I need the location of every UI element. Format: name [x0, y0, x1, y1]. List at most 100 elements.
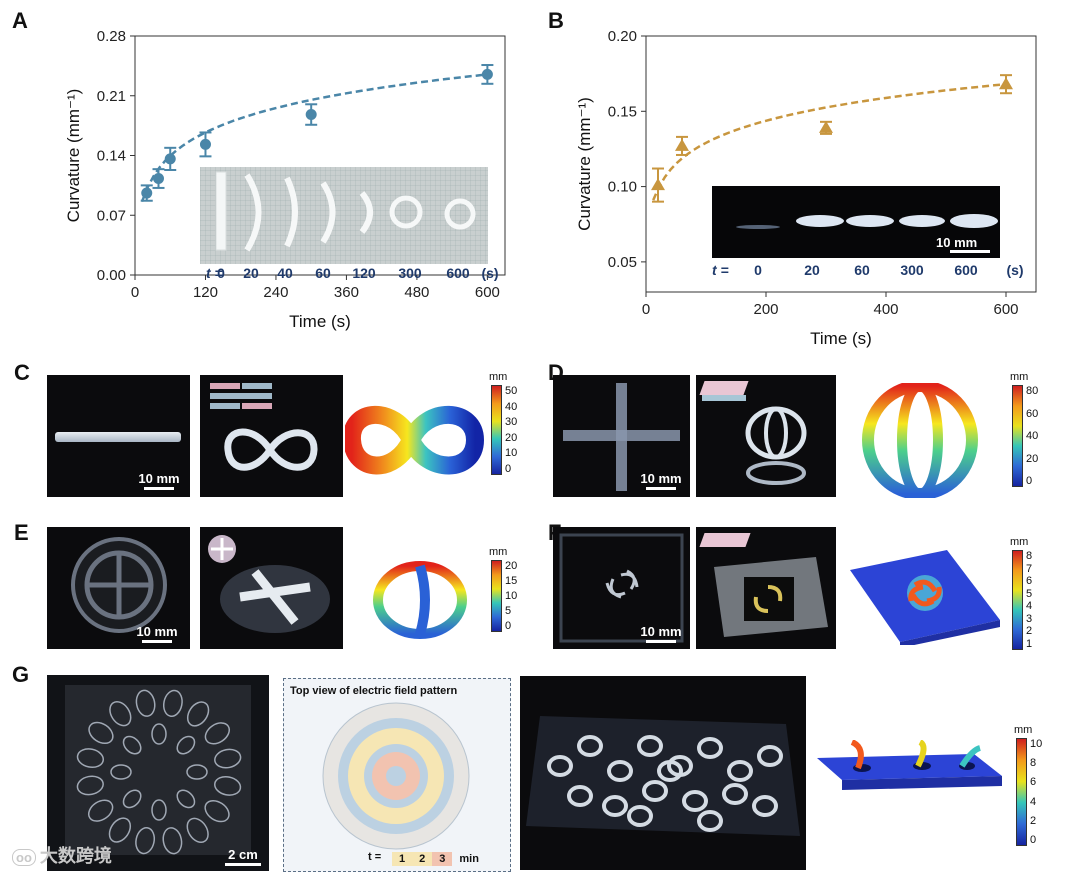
- petal: [213, 775, 242, 796]
- panel-letter-c: C: [14, 360, 30, 385]
- colorbar-tick-label: 3: [1026, 612, 1033, 625]
- petal: [176, 735, 196, 755]
- inset-time-label: 120: [352, 265, 376, 281]
- colorbar-tick-label: 10: [505, 590, 518, 602]
- colorbar-tick-label: 7: [1026, 562, 1033, 575]
- chart-b-inset-scale: 10 mm: [936, 235, 978, 250]
- chart-b-xtick-label: 400: [873, 301, 898, 318]
- ring: [657, 760, 683, 782]
- photo-g-raised-array: [520, 676, 806, 870]
- sim-g-array: [817, 740, 1002, 790]
- chart-a-point: [199, 131, 212, 158]
- petal: [135, 826, 156, 855]
- colorbar-tick-label: 5: [505, 605, 512, 617]
- ring: [637, 735, 663, 757]
- chart-b-xlabel: Time (s): [810, 329, 872, 348]
- photo-d-sphere: [696, 375, 836, 497]
- panel-letter-a: A: [12, 8, 28, 33]
- chart-a-inset-photo: [200, 167, 488, 264]
- field-time-label: 2: [412, 852, 433, 866]
- field-time-unit: min: [459, 853, 479, 865]
- petal: [110, 764, 132, 780]
- chart-a-xtick-label: 240: [263, 284, 288, 301]
- panel-letter-b: B: [548, 8, 564, 33]
- ring: [682, 790, 708, 812]
- chart-a-xtick-label: 480: [404, 284, 429, 301]
- ring: [752, 795, 778, 817]
- panel-letter-e: E: [14, 520, 29, 545]
- petal: [135, 689, 156, 717]
- photo-f-spiral-flat: 10 mm: [553, 527, 690, 649]
- colorbar-tick-label: 10: [1030, 738, 1043, 750]
- photo-c-flat-strip: 10 mm: [47, 375, 190, 497]
- chart-a-fit-line: [140, 73, 488, 203]
- chart-a-ytick-label: 0.14: [97, 148, 126, 165]
- inset-time-label: 20: [243, 265, 259, 281]
- colorbar-tick-label: 20: [505, 431, 518, 444]
- chart-a-xlabel: Time (s): [289, 312, 351, 331]
- colorbar-tick-label: 0: [505, 620, 512, 632]
- chart-b-ytick-label: 0.05: [608, 254, 637, 271]
- petal: [76, 748, 105, 769]
- watermark: oo 大数跨境: [12, 842, 112, 868]
- colorbar-tick-label: 40: [1026, 430, 1039, 442]
- petal: [186, 764, 208, 780]
- scale-bar-g: 2 cm: [219, 847, 267, 866]
- petal: [204, 722, 231, 745]
- chart-b-ytick-label: 0.20: [608, 28, 637, 45]
- petal: [76, 775, 104, 796]
- ring: [567, 785, 593, 807]
- chart-b-point: [675, 135, 689, 156]
- chart-b-marker: [675, 138, 689, 151]
- chart-b-marker: [819, 120, 833, 133]
- ring: [577, 735, 603, 757]
- ring: [602, 795, 628, 817]
- field-time-label: 3: [432, 852, 453, 866]
- petal: [88, 721, 114, 745]
- inset-time-label: 300: [398, 265, 422, 281]
- field-pattern-title: Top view of electric field pattern: [290, 685, 458, 697]
- colorbar-tick-label: 20: [505, 560, 518, 572]
- photo-d-cross: 10 mm: [553, 375, 690, 497]
- chart-a-xtick-label: 120: [193, 284, 218, 301]
- chart-a-xtick-label: 0: [131, 284, 139, 301]
- chart-a-marker: [152, 173, 164, 185]
- chart-b-inset-t-label: t =: [712, 262, 729, 278]
- petal: [109, 700, 132, 727]
- petal: [108, 817, 132, 843]
- chart-a-point: [164, 146, 177, 172]
- colorbar-tick-label: 50: [505, 385, 518, 397]
- chart-a-point: [481, 64, 494, 85]
- chart-b-xtick-label: 600: [993, 301, 1018, 318]
- ring: [607, 760, 633, 782]
- sim-c-figure-eight: [345, 405, 485, 475]
- chart-b-xtick-label: 200: [753, 301, 778, 318]
- petal: [214, 748, 242, 769]
- photo-e-flat-disc: 10 mm: [47, 527, 190, 649]
- inset-time-label: 0: [754, 262, 762, 278]
- colorbar-tick-label: 6: [1026, 575, 1033, 588]
- chart-a-xtick-label: 360: [334, 284, 359, 301]
- colorbar-tick-label: 1: [1026, 638, 1033, 650]
- ring: [547, 755, 573, 777]
- chart-b-point: [819, 120, 833, 135]
- field-time-label: 1: [392, 852, 413, 866]
- ring: [627, 805, 653, 827]
- chart-b-inset-times: 0 20 60 300 600 (s): [0, 262, 1080, 282]
- colorbar-tick-label: 40: [505, 400, 518, 413]
- chart-a-point: [305, 103, 318, 126]
- colorbar-tick-label: 20: [1026, 452, 1039, 465]
- colorbar-tick-label: 60: [1026, 407, 1039, 420]
- petal: [122, 789, 142, 809]
- chart-a-marker: [305, 109, 317, 121]
- chart-a-marker: [481, 68, 493, 80]
- colorbar-tick-label: 10: [505, 447, 518, 460]
- chart-a: 0 120 240 360 480 6000.000.070.140.210.28Time…: [64, 28, 506, 331]
- inset-time-label: 60: [854, 262, 870, 278]
- chart-b-inset-photo: [712, 186, 1000, 258]
- colorbar-tick-label: 6: [1030, 776, 1037, 789]
- colorbar-tick-label: 8: [1026, 550, 1033, 562]
- photo-e-dome: [200, 527, 343, 649]
- petal: [204, 799, 230, 823]
